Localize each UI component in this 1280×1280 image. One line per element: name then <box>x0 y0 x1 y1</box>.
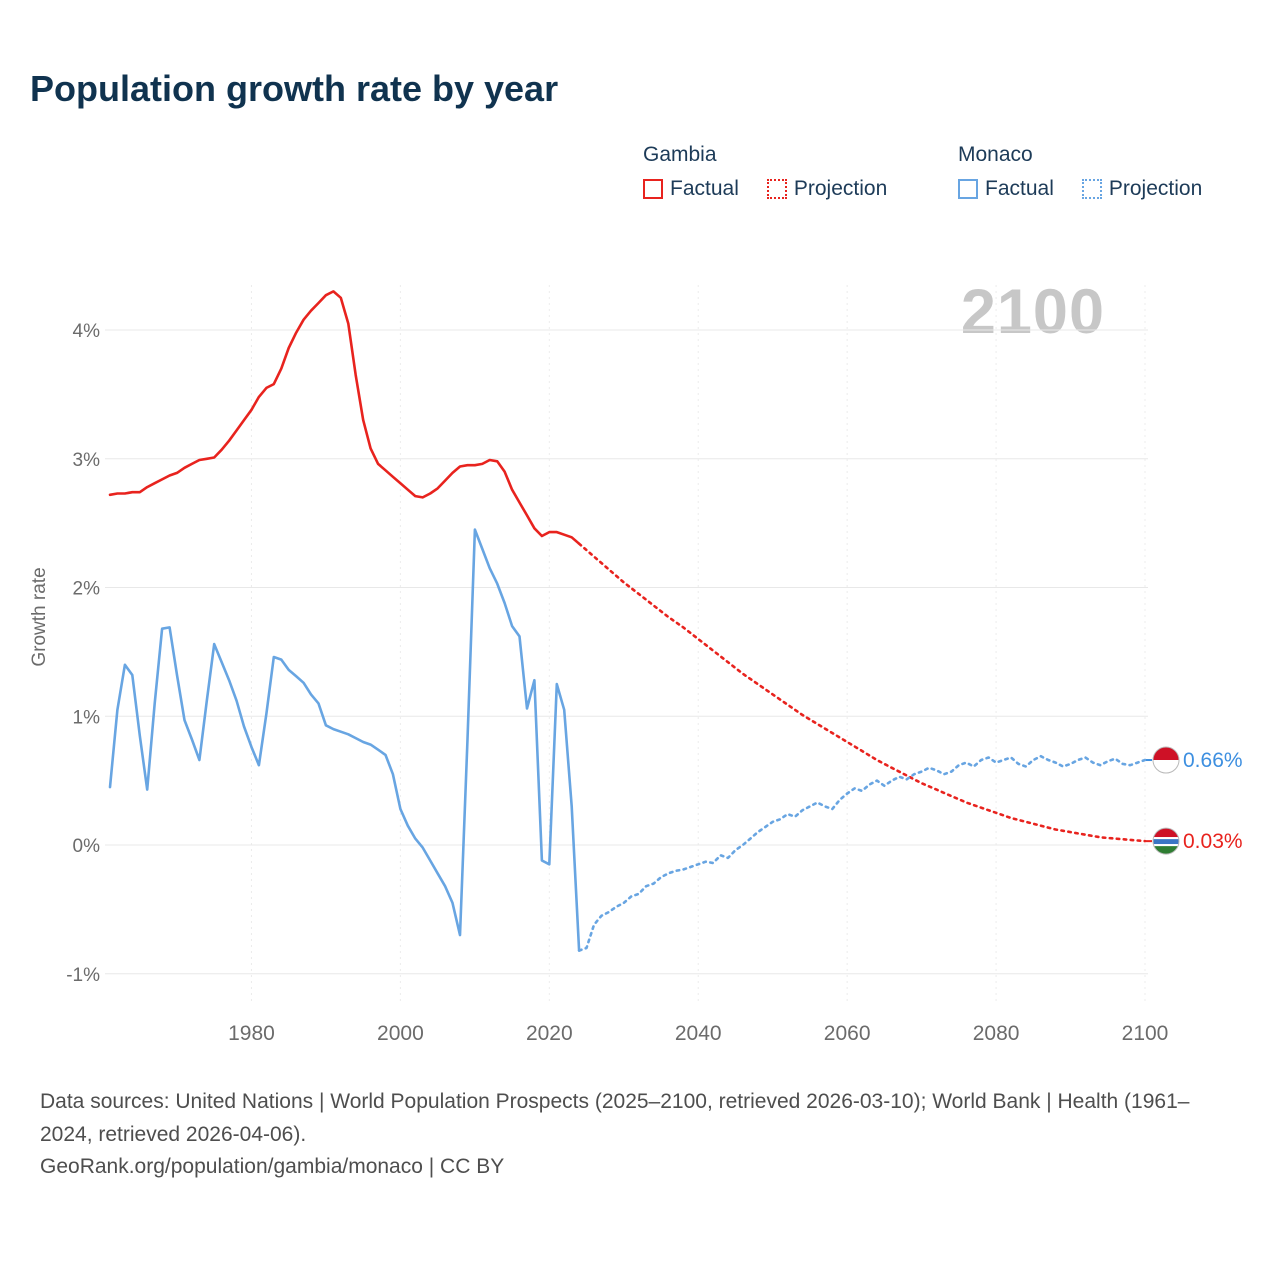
y-tick-label: 3% <box>73 450 101 471</box>
y-tick-label: 0% <box>73 836 101 857</box>
legend-group-monaco: Monaco Factual Projection <box>958 143 1202 201</box>
gambia-projection-swatch <box>766 179 787 199</box>
gambia-flag-icon-border <box>1152 827 1180 855</box>
x-tick-label: 2040 <box>675 1022 722 1045</box>
legend-group-gambia: Gambia Factual Projection <box>643 143 887 201</box>
x-tick-label: 2060 <box>824 1022 871 1045</box>
legend-item-gambia-factual[interactable]: Factual <box>643 177 739 201</box>
x-tick-label: 1980 <box>228 1022 275 1045</box>
legend-factual-label: Factual <box>985 177 1054 200</box>
y-tick-label: -1% <box>66 965 100 986</box>
y-tick-label: 1% <box>73 707 101 728</box>
monaco-factual-swatch <box>958 179 978 199</box>
monaco-projection-swatch <box>1081 179 1102 199</box>
x-tick-label: 2100 <box>1122 1022 1169 1045</box>
x-tick-label: 2000 <box>377 1022 424 1045</box>
gambia-end-value: 0.03% <box>1183 830 1243 853</box>
monaco-projection-line <box>577 754 1147 952</box>
growth-rate-chart: 4% 3% 2% 1% 0% -1% 1980 2000 2020 2040 2060 2080 210… <box>29 285 1243 1045</box>
legend-projection-label: Projection <box>793 177 888 200</box>
y-axis-label: Growth rate <box>29 567 50 666</box>
gambia-projection-line <box>577 542 1147 843</box>
footer: Data sources: United Nations | World Pop… <box>40 1086 1220 1184</box>
y-tick-label: 2% <box>73 579 101 600</box>
y-tick-label: 4% <box>73 321 101 342</box>
x-tick-label: 2020 <box>526 1022 573 1045</box>
legend-item-gambia-projection[interactable]: Projection <box>766 177 888 201</box>
legend-country-monaco: Monaco <box>958 143 1033 166</box>
gambia-factual-swatch <box>643 179 663 199</box>
watermark-year: 2100 <box>960 277 1105 347</box>
legend-item-monaco-factual[interactable]: Factual <box>958 177 1054 201</box>
monaco-flag-icon <box>1153 747 1179 774</box>
gambia-flag-icon <box>1153 828 1179 855</box>
monaco-flag-icon-border <box>1152 746 1180 774</box>
data-sources-text: Data sources: United Nations | World Pop… <box>40 1090 1190 1146</box>
monaco-end-value: 0.66% <box>1183 749 1243 772</box>
legend-item-monaco-projection[interactable]: Projection <box>1081 177 1203 201</box>
monaco-factual-line <box>108 528 581 952</box>
x-tick-label: 2080 <box>973 1022 1020 1045</box>
attribution-text: GeoRank.org/population/gambia/monaco | C… <box>40 1155 505 1179</box>
legend-projection-label: Projection <box>1108 177 1203 200</box>
legend-factual-label: Factual <box>670 177 739 200</box>
page-title: Population growth rate by year <box>30 68 559 109</box>
legend-country-gambia: Gambia <box>643 143 717 166</box>
gambia-factual-line <box>108 290 581 546</box>
